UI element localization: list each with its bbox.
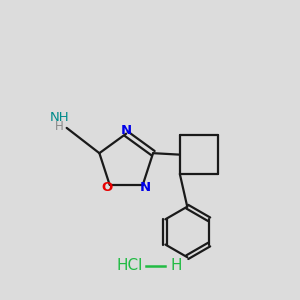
Text: O: O — [102, 181, 113, 194]
Text: H: H — [55, 120, 64, 133]
Text: N: N — [140, 181, 151, 194]
Text: HCl: HCl — [116, 258, 142, 273]
Text: H: H — [171, 258, 182, 273]
Text: NH: NH — [50, 111, 69, 124]
Text: N: N — [121, 124, 132, 136]
